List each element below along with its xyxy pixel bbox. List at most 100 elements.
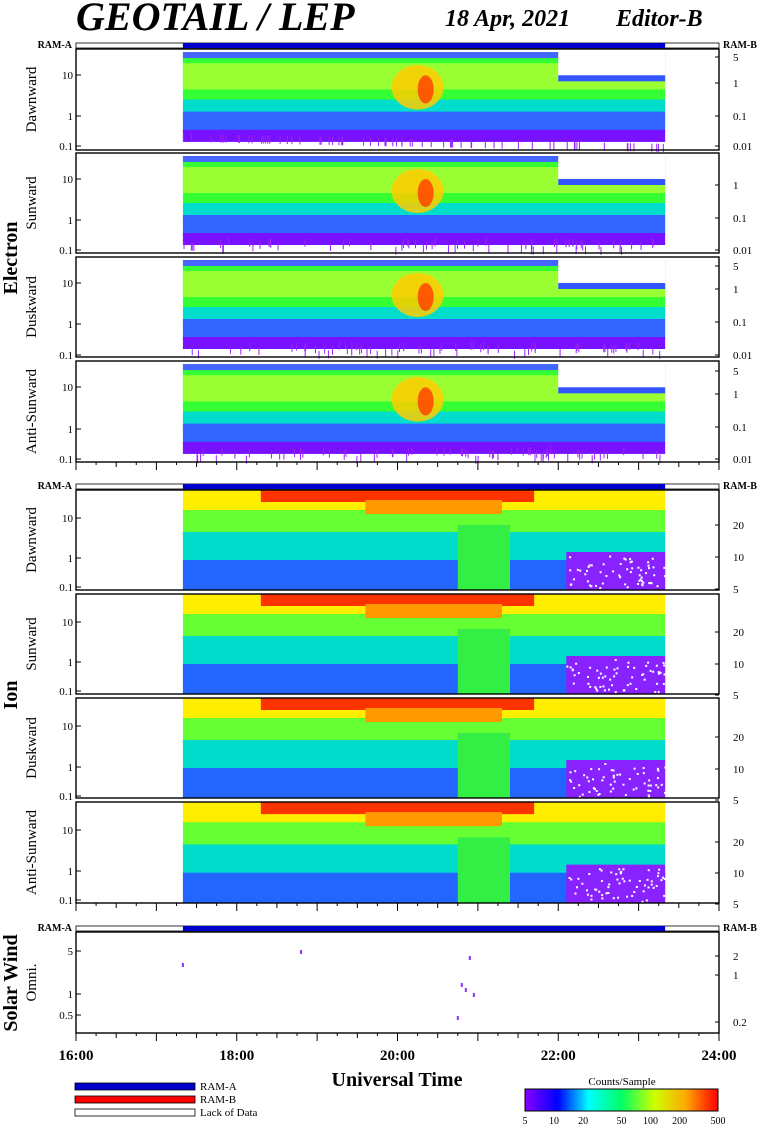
spectrogram-speckle xyxy=(385,138,387,147)
spectrogram-speckle xyxy=(578,142,580,151)
spectrogram-speckle xyxy=(621,877,624,880)
spectrogram-speckle xyxy=(475,455,477,464)
spectrogram-speckle xyxy=(430,349,432,358)
spectrogram-speckle xyxy=(549,141,551,150)
spectrogram-speckle xyxy=(607,688,610,691)
colorbar-tick-label: 100 xyxy=(643,1116,658,1127)
spectrogram-speckle xyxy=(657,786,660,789)
spectrogram-speckle xyxy=(656,585,659,588)
right-tick-label: 1 xyxy=(733,284,739,296)
right-tick-label: 0.01 xyxy=(733,350,752,362)
spectrogram-speckle xyxy=(650,582,653,585)
spectrogram-speckle xyxy=(485,237,487,246)
spectrogram-speckle xyxy=(401,242,403,251)
spectrogram-speckle xyxy=(647,794,650,797)
spectrogram-speckle xyxy=(493,140,495,149)
spectrogram-speckle xyxy=(629,558,632,561)
spectrogram-speckle xyxy=(456,347,458,356)
spectrogram-speckle xyxy=(626,568,629,571)
legend-lack-swatch xyxy=(74,1108,196,1117)
spectrogram-speckle xyxy=(238,135,240,144)
spectrogram-speckle xyxy=(360,453,362,462)
spectrogram-speckle xyxy=(443,139,445,148)
spectrogram-speckle xyxy=(626,586,629,589)
legend-lack-label: Lack of Data xyxy=(200,1107,258,1119)
spectrogram-speckle xyxy=(470,341,472,350)
spectrogram-speckle xyxy=(584,246,586,255)
right-tick-label: 0.1 xyxy=(733,111,747,123)
spectrogram-speckle xyxy=(596,669,599,672)
spectrogram-speckle xyxy=(422,243,424,252)
spectrogram-speckle xyxy=(514,350,516,359)
right-tick-label: 5 xyxy=(733,690,739,702)
spectrogram-band-top xyxy=(182,153,666,158)
spectrogram-hot-region xyxy=(391,169,444,213)
spectrogram-speckle xyxy=(342,241,344,250)
spectrogram-speckle xyxy=(573,674,576,677)
spectrogram-speckle xyxy=(525,241,527,250)
spectrogram-speckle xyxy=(656,767,659,770)
spectrogram-speckle xyxy=(269,135,271,144)
colorbar-tick-label: 500 xyxy=(711,1116,726,1127)
spectrogram-speckle xyxy=(251,135,253,144)
spectrogram-speckle xyxy=(260,135,262,144)
spectrogram-speckle xyxy=(626,684,629,687)
spectrogram-speckle xyxy=(571,668,574,671)
spectrogram-speckle xyxy=(497,344,499,353)
panel-name: Dawnward xyxy=(24,66,40,132)
panel-ion-dawnward: Dawnward 10 1 0.1 20 10 5 xyxy=(24,489,745,596)
spectrogram-speckle xyxy=(397,350,399,359)
spectrogram-speckle xyxy=(611,344,613,353)
spectrogram-speckle xyxy=(547,452,549,461)
spectrogram-speckle xyxy=(501,140,503,149)
spectrogram-band-top xyxy=(182,49,666,55)
panel-ion-sunward: Sunward 10 1 0.1 20 10 5 xyxy=(24,593,745,702)
spectrogram-band-edge-late xyxy=(558,283,666,289)
ram-bar-ram-a xyxy=(182,43,666,48)
spectrogram-speckle xyxy=(613,668,616,671)
spectrogram-speckle xyxy=(193,242,195,251)
spectrogram-speckle xyxy=(622,783,625,786)
spectrogram-speckle xyxy=(409,138,411,147)
spectrogram-speckle xyxy=(635,787,638,790)
spectrogram-speckle xyxy=(328,449,330,458)
right-tick-label: 0.01 xyxy=(733,141,752,153)
spectrogram-speckle xyxy=(573,787,576,790)
spectrogram-speckle xyxy=(652,237,654,246)
right-tick-label: 20 xyxy=(733,520,745,532)
panel-frame xyxy=(75,489,720,591)
ram-b-label: RAM-B xyxy=(723,40,757,51)
spectrogram-speckle xyxy=(370,242,372,251)
spectrogram-speckle xyxy=(588,564,591,567)
spectrogram-speckle xyxy=(619,872,622,875)
spectrogram-speckle xyxy=(598,768,601,771)
spectrogram-speckle xyxy=(618,574,621,577)
spectrogram-speckle xyxy=(225,134,227,143)
electron-group-label: Electron xyxy=(0,222,22,295)
spectrogram-speckle xyxy=(638,880,641,883)
spectrogram-speckle xyxy=(632,788,635,791)
spectrogram-speckle xyxy=(648,582,651,585)
spectrogram-band-edge xyxy=(182,156,666,162)
spectrogram-speckle xyxy=(664,792,667,795)
spectrogram-speckle xyxy=(351,341,353,350)
spectrogram-speckle xyxy=(640,241,642,250)
spectrogram-speckle xyxy=(640,580,643,583)
spectrogram-speckle xyxy=(607,891,610,894)
colorbar-gradient xyxy=(524,1088,719,1112)
panel-frame xyxy=(75,48,720,151)
ion-group-label: Ion xyxy=(0,681,22,710)
right-tick-label: 1 xyxy=(733,180,739,192)
solar-wind-point xyxy=(464,988,467,992)
spectrogram-speckle xyxy=(451,139,453,148)
spectrogram-speckle xyxy=(626,895,629,898)
spectrogram-speckle xyxy=(356,455,358,464)
spectrogram-speckle xyxy=(575,345,577,354)
spectrogram-speckle xyxy=(366,348,368,357)
left-tick-label: 0.1 xyxy=(59,454,73,466)
spectrogram-speckle xyxy=(619,773,622,776)
spectrogram-speckle xyxy=(648,779,651,782)
right-tick-label: 20 xyxy=(733,837,745,849)
spectrogram-speckle xyxy=(302,449,304,458)
spectrogram-speckle xyxy=(580,240,582,249)
